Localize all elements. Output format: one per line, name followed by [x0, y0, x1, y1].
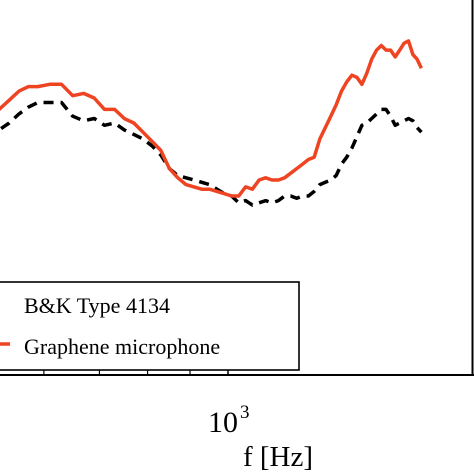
legend-label-bk-type-4134: B&K Type 4134 [24, 293, 170, 318]
series-line-bk-type-4134 [0, 100, 423, 207]
x-axis-label: f [Hz] [243, 441, 313, 473]
legend-label-graphene-microphone: Graphene microphone [24, 334, 220, 359]
legend-box [0, 281, 300, 371]
x-tick-label: 10 3 [208, 402, 250, 439]
series-line-graphene-microphone [0, 39, 423, 198]
legend: B&K Type 4134 Graphene microphone [0, 281, 300, 371]
